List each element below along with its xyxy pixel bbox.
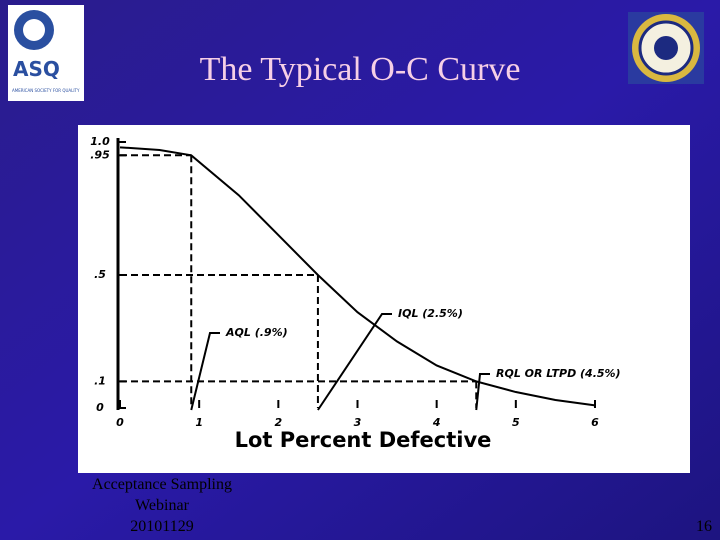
annotation-label: RQL OR LTPD (4.5%): [496, 367, 621, 380]
x-tick-label: 2: [275, 416, 283, 429]
footer: Acceptance Sampling Webinar 20101129 16: [92, 476, 712, 535]
oc-curve: [119, 146, 596, 407]
chart-panel: [78, 125, 690, 473]
annotation-label: AQL (.9%): [225, 326, 288, 339]
logo: ASQ AMERICAN SOCIETY FOR QUALITY: [8, 5, 84, 101]
x-tick-label: 1: [195, 416, 203, 429]
page-number: 16: [696, 518, 712, 535]
annotation-arrow: [190, 332, 220, 411]
logo-subtext: AMERICAN SOCIETY FOR QUALITY: [12, 88, 80, 93]
y-tick-label: .1: [94, 374, 106, 387]
y-tick-label: .95: [90, 148, 110, 161]
x-tick-label: 6: [591, 416, 599, 429]
x-axis-label: Lot Percent Defective: [235, 428, 492, 452]
annotation-label: IQL (2.5%): [398, 307, 463, 320]
x-tick-label: 4: [432, 416, 441, 429]
seal: [628, 12, 704, 84]
x-tick-label: 3: [354, 416, 362, 429]
x-tick-label: 5: [512, 416, 520, 429]
y-tick-label: 0: [96, 401, 104, 414]
logo-text: ASQ: [13, 57, 60, 81]
y-tick-label: 1.0: [90, 135, 110, 148]
footer-line: Acceptance Sampling: [92, 476, 232, 493]
annotation-arrow: [317, 313, 392, 411]
footer-line: Webinar: [135, 497, 189, 514]
x-tick-label: 0: [116, 416, 124, 429]
annotation-arrow: [475, 373, 490, 411]
footer-line: 20101129: [130, 518, 193, 535]
y-tick-label: .5: [94, 268, 106, 281]
slide-title: The Typical O-C Curve: [200, 51, 521, 88]
